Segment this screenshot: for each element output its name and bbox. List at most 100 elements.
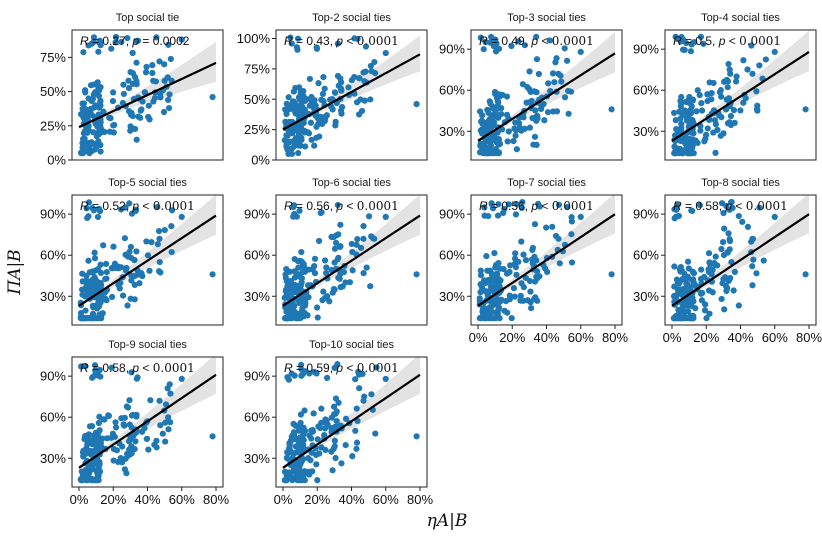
data-point (145, 446, 152, 453)
data-point (97, 299, 104, 306)
data-point (154, 203, 161, 211)
data-point (314, 436, 321, 443)
data-point (285, 139, 293, 146)
data-point (494, 129, 501, 136)
data-point (321, 85, 328, 92)
data-point (706, 310, 713, 317)
data-point (97, 98, 104, 105)
data-point (88, 423, 96, 430)
data-point (484, 150, 491, 157)
data-point (96, 38, 104, 46)
data-point (710, 129, 717, 136)
data-point (154, 241, 161, 248)
data-point (91, 146, 98, 153)
data-point (162, 401, 170, 408)
y-tick-label: 60% (40, 410, 66, 425)
data-point (89, 268, 96, 275)
data-point (124, 404, 132, 411)
data-point (353, 241, 360, 248)
data-point (506, 268, 513, 276)
data-point (491, 250, 498, 257)
data-point (289, 98, 296, 105)
panel-title: Top-6 social ties (312, 177, 391, 189)
data-point (311, 270, 319, 277)
data-point (495, 45, 503, 52)
data-point (564, 203, 571, 211)
data-point (292, 135, 299, 142)
data-point (168, 248, 175, 256)
x-tick-label: 60% (568, 330, 594, 345)
x-tick-label: 20% (304, 492, 330, 507)
data-point (694, 139, 701, 147)
data-point (165, 41, 172, 48)
data-point (512, 250, 519, 257)
data-point (296, 96, 303, 103)
data-point (549, 223, 556, 230)
data-point (749, 263, 756, 270)
data-point (291, 372, 298, 379)
panel-title: Top social tie (116, 12, 180, 24)
data-point (138, 428, 146, 435)
data-point (477, 272, 485, 279)
data-point (535, 70, 542, 78)
data-point (330, 403, 338, 410)
x-tick-label: 0% (663, 330, 682, 345)
r-value: = 0.43, (293, 34, 337, 48)
data-point (678, 150, 686, 157)
panel-10: Top-10 social ties R = 0.59, p < 0.0001 30… (244, 339, 433, 507)
data-point (84, 278, 91, 286)
data-point (307, 457, 314, 464)
data-point (519, 198, 526, 206)
data-point (131, 272, 138, 280)
data-point (162, 438, 169, 445)
data-point (332, 122, 339, 129)
data-point (161, 226, 168, 234)
data-point (308, 449, 315, 456)
data-point (121, 235, 129, 242)
data-point (89, 302, 97, 309)
data-point (724, 284, 731, 292)
data-point (167, 390, 174, 397)
data-point (544, 109, 552, 116)
data-point (760, 257, 767, 264)
data-point (508, 42, 515, 50)
data-point (356, 111, 363, 118)
data-point (493, 270, 501, 277)
data-point (528, 305, 535, 312)
data-point (681, 270, 688, 277)
data-point (91, 362, 99, 369)
data-point (101, 128, 108, 136)
data-point (363, 264, 370, 271)
data-point (486, 39, 494, 46)
data-point (373, 364, 380, 371)
data-point (674, 202, 681, 209)
data-point (721, 225, 728, 232)
data-point (483, 252, 490, 260)
panel-4: Top-4 social ties R = 0.5, p < 0.0001 30% 6… (633, 12, 817, 161)
data-point (481, 277, 488, 284)
data-point (78, 149, 85, 156)
data-point (545, 80, 552, 87)
data-point (355, 75, 363, 82)
data-point (161, 61, 168, 68)
data-point (145, 113, 152, 121)
data-point (167, 55, 174, 63)
data-point (353, 445, 360, 452)
data-point (284, 471, 291, 478)
data-point (342, 279, 349, 286)
data-point (101, 295, 109, 302)
data-point (699, 107, 706, 114)
data-point (726, 66, 733, 73)
data-point (507, 262, 514, 269)
data-point (477, 281, 484, 288)
data-point (334, 201, 341, 209)
data-point (121, 422, 128, 429)
y-tick-label: 30% (633, 124, 659, 139)
panel-frame (275, 29, 428, 161)
data-point (149, 62, 156, 69)
data-point (313, 134, 320, 141)
panel-5: Top-5 social ties R = 0.52, p < 0.0001 30%… (40, 177, 224, 326)
data-point (512, 211, 520, 218)
data-point (332, 410, 339, 417)
data-point (550, 108, 557, 115)
